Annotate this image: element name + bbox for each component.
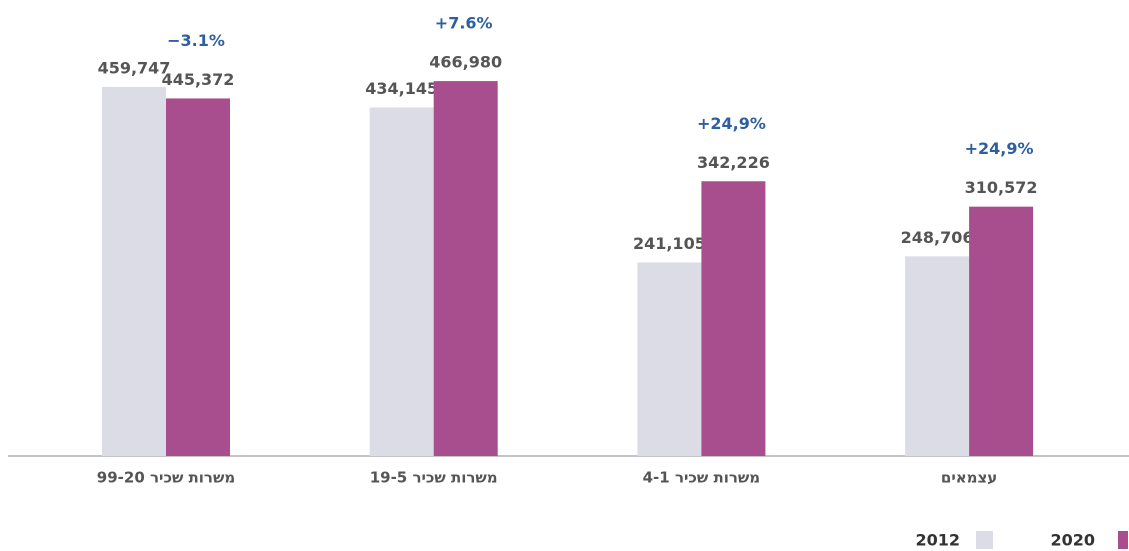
change-label: +24,9% xyxy=(697,114,766,133)
bar xyxy=(369,107,434,456)
x-tick-label: 4-1 משרות שכיר xyxy=(643,469,761,487)
value-label: 434,145 xyxy=(365,79,438,98)
change-label: +7.6% xyxy=(435,14,493,33)
legend-label: 2012 xyxy=(915,531,960,550)
change-label: +24,9% xyxy=(965,139,1034,158)
bar xyxy=(701,181,766,456)
value-label: 241,105 xyxy=(633,234,706,253)
legend-swatch xyxy=(976,531,993,549)
bar xyxy=(433,81,498,457)
bar xyxy=(102,86,166,456)
legend-label: 2020 xyxy=(1050,531,1095,550)
value-label: 248,706 xyxy=(901,228,974,247)
bar xyxy=(969,206,1034,456)
bar xyxy=(905,256,970,456)
value-label: 310,572 xyxy=(965,178,1038,197)
change-label: −3.1% xyxy=(167,31,225,50)
legend-swatch xyxy=(1118,531,1128,549)
value-label: 342,226 xyxy=(697,153,770,172)
x-tick-label: 99-20 משרות שכיר xyxy=(97,469,235,487)
value-label: 466,980 xyxy=(429,53,502,72)
value-label: 459,747 xyxy=(98,58,171,77)
bar xyxy=(637,262,702,456)
value-label: 445,372 xyxy=(162,70,235,89)
x-tick-label: עצמאים xyxy=(941,469,997,487)
bar xyxy=(166,98,230,457)
x-tick-label: 19-5 משרות שכיר xyxy=(370,469,498,487)
